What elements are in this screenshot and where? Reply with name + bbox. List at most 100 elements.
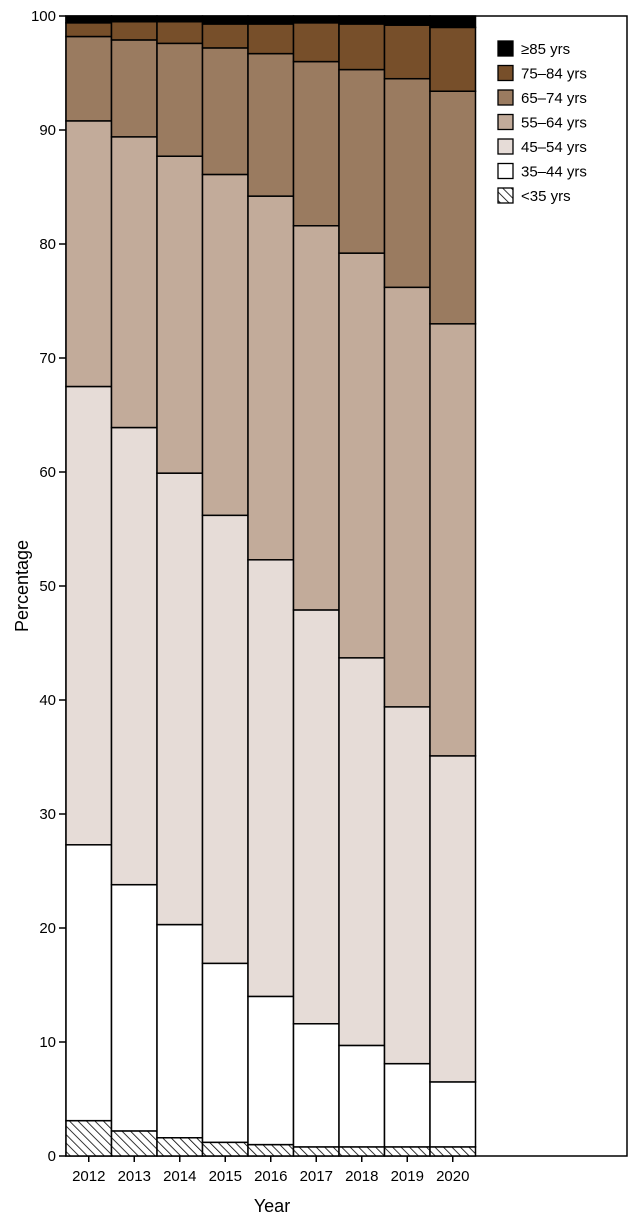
bar-segment-2012-s0	[65, 1119, 113, 1157]
x-tick-label-2015: 2015	[209, 1168, 242, 1185]
y-tick-label-80: 80	[39, 236, 56, 253]
bar-segment-2020-s4	[429, 90, 477, 325]
bar-segment-2019-s2	[383, 706, 431, 1065]
bar-segment-2016-s4	[247, 52, 295, 197]
bar-segment-2020-s1	[429, 1081, 477, 1148]
bar-segment-2016-s0	[247, 1143, 295, 1157]
legend-swatch-0	[497, 40, 514, 57]
bar-segment-2014-s5	[156, 20, 204, 45]
x-tick-label-2017: 2017	[300, 1168, 333, 1185]
bar-segment-2019-s1	[383, 1062, 431, 1148]
bar-segment-2013-s6	[110, 15, 158, 23]
bar-segment-2014-s6	[156, 15, 204, 23]
bar-segment-2015-s6	[201, 15, 249, 25]
y-tick-label-0: 0	[48, 1148, 56, 1165]
bar-segment-2013-s3	[110, 136, 158, 429]
y-tick-label-10: 10	[39, 1034, 56, 1051]
legend-label-4: 45–54 yrs	[521, 139, 587, 156]
bar-segment-2013-s1	[110, 883, 158, 1132]
bar-segment-2018-s2	[338, 657, 386, 1047]
bar-segment-2014-s2	[156, 472, 204, 926]
legend-label-5: 35–44 yrs	[521, 164, 587, 181]
x-axis: 2012 2013 2014 2015 2016 2017 2018 2019 2020	[72, 1156, 469, 1185]
bar-segment-2012-s5	[65, 22, 113, 38]
bar-segment-2016-s3	[247, 195, 295, 561]
legend: ≥85 yrs 75–84 yrs 65–74 yrs 55–64 yrs 45–54 …	[497, 40, 587, 205]
bar-segment-2019-s5	[383, 24, 431, 80]
legend-label-0: ≥85 yrs	[521, 41, 570, 58]
x-tick-label-2012: 2012	[72, 1168, 105, 1185]
x-tick-label-2016: 2016	[254, 1168, 287, 1185]
legend-swatch-5	[497, 162, 514, 180]
bar-segment-2012-s6	[65, 15, 113, 24]
bars-layer	[65, 15, 477, 1157]
bar-segment-2014-s0	[156, 1137, 204, 1157]
bar-segment-2018-s3	[338, 252, 386, 659]
bar-segment-2015-s0	[201, 1141, 249, 1157]
y-tick-label-50: 50	[39, 578, 56, 595]
legend-label-3: 55–64 yrs	[521, 115, 587, 132]
bar-segment-2014-s1	[156, 923, 204, 1139]
bar-segment-2020-s5	[429, 26, 477, 92]
bar-segment-2019-s0	[383, 1146, 431, 1157]
bar-segment-2017-s3	[292, 225, 340, 611]
x-tick-label-2019: 2019	[391, 1168, 424, 1185]
y-axis: 0 10 20 30 40 50 60 70 80 90 100	[31, 8, 66, 1165]
x-tick-label-2018: 2018	[345, 1168, 378, 1185]
y-axis-title: Percentage	[12, 540, 32, 632]
bar-segment-2012-s1	[65, 844, 113, 1122]
bar-segment-2017-s1	[292, 1023, 340, 1148]
bar-segment-2019-s3	[383, 286, 431, 708]
y-tick-label-30: 30	[39, 806, 56, 823]
bar-segment-2015-s1	[201, 962, 249, 1144]
legend-swatch-2	[497, 89, 514, 106]
bar-segment-2019-s4	[383, 77, 431, 289]
x-axis-title: Year	[254, 1196, 290, 1216]
y-tick-label-100: 100	[31, 8, 56, 25]
legend-swatch-4	[497, 138, 514, 155]
legend-label-6: <35 yrs	[521, 188, 571, 205]
bar-segment-2012-s2	[65, 385, 113, 846]
bar-segment-2014-s4	[156, 42, 204, 157]
bar-segment-2013-s2	[110, 426, 158, 886]
bar-segment-2013-s5	[110, 20, 158, 41]
bar-segment-2015-s4	[201, 47, 249, 176]
bar-segment-2016-s1	[247, 995, 295, 1146]
y-tick-label-60: 60	[39, 464, 56, 481]
bar-segment-2020-s6	[429, 15, 477, 29]
bar-segment-2014-s3	[156, 155, 204, 474]
bar-segment-2020-s2	[429, 755, 477, 1083]
bar-segment-2018-s1	[338, 1044, 386, 1148]
y-tick-label-90: 90	[39, 122, 56, 139]
legend-swatch-3	[497, 113, 514, 131]
legend-label-1: 75–84 yrs	[521, 66, 587, 83]
bar-segment-2013-s0	[110, 1130, 158, 1157]
legend-swatch-1	[497, 64, 514, 82]
x-tick-label-2013: 2013	[118, 1168, 151, 1185]
x-tick-label-2020: 2020	[436, 1168, 469, 1185]
bar-segment-2017-s2	[292, 609, 340, 1025]
bar-segment-2018-s4	[338, 68, 386, 254]
bar-segment-2018-s6	[338, 15, 386, 25]
bar-segment-2012-s4	[65, 35, 113, 122]
bar-segment-2017-s6	[292, 15, 340, 24]
bar-segment-2012-s3	[65, 120, 113, 388]
x-tick-label-2014: 2014	[163, 1168, 196, 1185]
bar-segment-2013-s4	[110, 39, 158, 138]
bar-segment-2019-s6	[383, 15, 431, 26]
bar-segment-2015-s3	[201, 173, 249, 517]
bar-segment-2020-s0	[429, 1146, 477, 1157]
bar-segment-2017-s0	[292, 1146, 340, 1157]
bar-segment-2018-s0	[338, 1146, 386, 1157]
bar-segment-2017-s4	[292, 60, 340, 227]
y-tick-label-40: 40	[39, 692, 56, 709]
legend-swatch-6	[497, 187, 514, 204]
bar-segment-2017-s5	[292, 22, 340, 63]
bar-segment-2016-s2	[247, 559, 295, 998]
y-tick-label-20: 20	[39, 920, 56, 937]
bar-segment-2015-s2	[201, 514, 249, 965]
y-tick-label-70: 70	[39, 350, 56, 367]
bar-segment-2015-s5	[201, 23, 249, 49]
legend-label-2: 65–74 yrs	[521, 90, 587, 107]
